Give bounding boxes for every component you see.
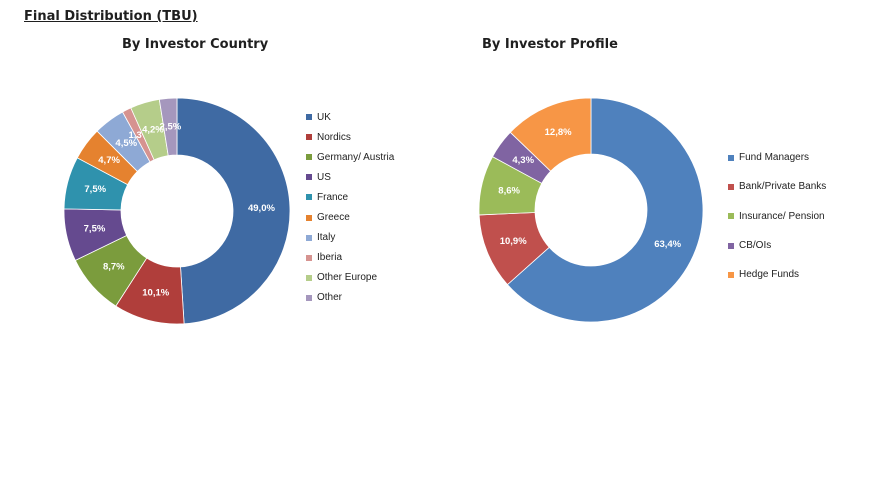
legend-swatch [306,234,312,241]
legend-label: Nordics [317,131,351,143]
data-label-insurance-pension: 8,6% [498,186,520,197]
data-label-other-europe: 4,2% [142,125,164,136]
legend-item-france: France [306,187,394,207]
data-label-fund-managers: 63,4% [654,239,681,250]
legend-item-other-europe: Other Europe [306,268,394,288]
data-label-hedge-funds: 12,8% [545,127,572,138]
legend-item-nordics: Nordics [306,127,394,147]
legend-item-cb-ois: CB/OIs [728,231,826,260]
slice-uk [176,97,291,325]
legend-swatch [728,242,734,249]
data-label-iberia: 1,3% [129,130,151,141]
legend-label: Bank/Private Banks [739,181,827,193]
donut-chart-investor-profile: 63,4% 10,9% 8,6% 4,3% 12,8% [478,97,704,323]
legend-swatch [306,214,312,221]
legend-swatch [306,294,312,301]
slice-hedge-funds [509,97,592,172]
legend-label: Hedge Funds [739,269,800,281]
legend-swatch [728,183,734,190]
legend-item-us: US [306,167,394,187]
legend-item-hedge-funds: Hedge Funds [728,260,826,289]
legend-swatch [306,114,312,121]
legend-item-italy: Italy [306,228,394,248]
legend-label: France [317,191,349,203]
legend-swatch [306,194,312,201]
legend-swatch [306,154,312,161]
legend-label: UK [317,111,331,123]
page-title: Final Distribution (TBU) [24,9,198,24]
legend-label: Insurance/ Pension [739,210,825,222]
legend-item-uk: UK [306,107,394,127]
legend-label: Other [317,292,343,304]
chart-title-investor-profile: By Investor Profile [482,37,618,52]
data-label-france: 7,5% [84,184,106,195]
data-label-germany-austria: 8,7% [103,262,125,273]
legend-label: Germany/ Austria [317,151,395,163]
data-label-other: 2,5% [160,121,182,132]
legend-swatch [306,134,312,141]
legend-item-insurance-pension: Insurance/ Pension [728,202,826,231]
slice-fund-managers [506,97,704,323]
legend-swatch [306,174,312,181]
legend-label: Italy [317,232,336,244]
legend-item-other: Other [306,288,394,308]
legend-swatch [728,271,734,278]
legend-item-bank-private-banks: Bank/Private Banks [728,172,826,201]
chart-title-investor-country: By Investor Country [122,37,269,52]
legend-investor-profile: Fund Managers Bank/Private Banks Insurance… [728,143,826,289]
legend-swatch [306,254,312,261]
legend-label: Iberia [317,252,343,264]
legend-swatch [728,154,734,161]
slice-other [158,97,178,157]
data-label-bank-private-banks: 10,9% [500,236,527,247]
data-label-greece: 4,7% [98,155,120,166]
donut-chart-investor-country: 49,0% 10,1% 8,7% 7,5% 7,5% 4,7% 4,5%1,3%4,2%2,… [63,97,291,325]
data-label-cb-ois: 4,3% [512,155,534,166]
legend-swatch [728,213,734,220]
legend-item-greece: Greece [306,207,394,227]
legend-label: Other Europe [317,272,378,284]
legend-item-fund-managers: Fund Managers [728,143,826,172]
legend-label: Greece [317,212,350,224]
legend-label: US [317,171,331,183]
legend-item-iberia: Iberia [306,248,394,268]
legend-swatch [306,274,312,281]
data-label-uk: 49,0% [248,203,275,214]
legend-label: CB/OIs [739,240,772,252]
data-label-nordics: 10,1% [142,287,169,298]
data-label-italy: 4,5% [115,138,137,149]
legend-investor-country: UK Nordics Germany/ Austria US France Greece I… [306,107,394,308]
legend-label: Fund Managers [739,152,810,164]
legend-item-germany-austria: Germany/ Austria [306,147,394,167]
data-label-us: 7,5% [84,224,106,235]
